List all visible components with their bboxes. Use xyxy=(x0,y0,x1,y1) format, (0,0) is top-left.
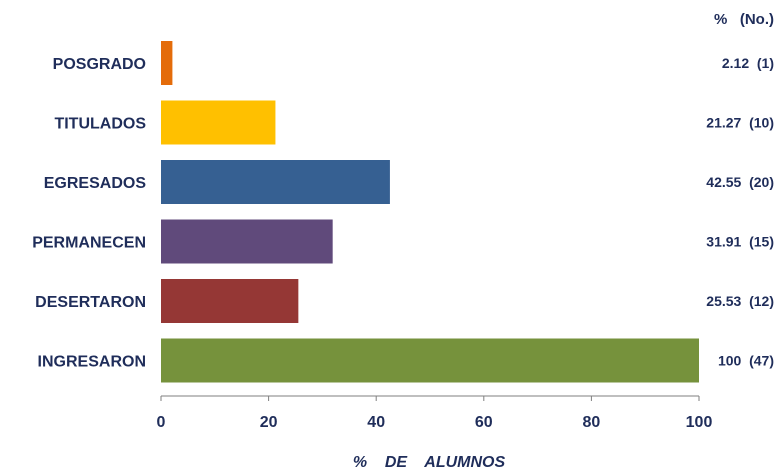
bar-egresados xyxy=(161,160,390,204)
x-tick-label-80: 80 xyxy=(583,414,601,431)
x-tick-label-40: 40 xyxy=(367,414,385,431)
bar-ingresaron xyxy=(161,338,699,383)
value-header: % (No.) xyxy=(714,11,774,28)
x-tick-label-100: 100 xyxy=(686,414,713,431)
category-label-egresados: EGRESADOS xyxy=(44,175,147,192)
value-label-egresados: 42.55 (20) xyxy=(706,174,774,190)
x-tick-label-0: 0 xyxy=(157,414,166,431)
value-labels: 2.12 (1) 21.27 (10) 42.55 (20) 31.91 (15) 25… xyxy=(706,55,774,369)
category-label-desertaron: DESERTARON xyxy=(35,294,146,311)
bar-desertaron xyxy=(161,279,299,323)
x-axis-ticks: 0 20 40 60 80 100 xyxy=(157,396,713,431)
x-tick-label-20: 20 xyxy=(260,414,278,431)
bar-titulados xyxy=(161,100,276,145)
category-label-ingresaron: INGRESARON xyxy=(38,354,146,371)
value-label-ingresaron: 100 (47) xyxy=(718,353,774,369)
value-label-permanecen: 31.91 (15) xyxy=(706,234,774,250)
x-axis-title: % DE ALUMNOS xyxy=(353,454,506,471)
value-label-desertaron: 25.53 (12) xyxy=(706,293,774,309)
category-labels: POSGRADO TITULADOS EGRESADOS PERMANECEN DESE… xyxy=(32,56,146,371)
category-label-permanecen: PERMANECEN xyxy=(32,235,146,252)
value-label-titulados: 21.27 (10) xyxy=(706,115,774,131)
category-label-titulados: TITULADOS xyxy=(54,116,146,133)
value-label-posgrado: 2.12 (1) xyxy=(722,55,774,71)
x-tick-label-60: 60 xyxy=(475,414,493,431)
category-label-posgrado: POSGRADO xyxy=(53,56,146,73)
bar-permanecen xyxy=(161,219,333,264)
bar-posgrado xyxy=(161,41,173,85)
bars-group xyxy=(161,41,699,383)
